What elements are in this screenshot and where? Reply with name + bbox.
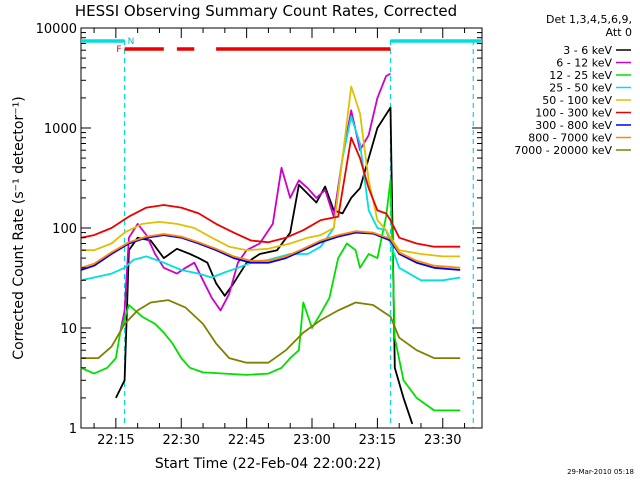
x-tick-label: 23:15 [359,433,396,448]
flare-flag-label: F [116,45,121,55]
night-flag-label: N [128,37,135,47]
x-axis: 22:15 22:30 22:45 23:00 23:15 23:30 [93,28,466,448]
y-tick-label: 100 [52,222,77,237]
y-tick-label: 10000 [36,22,77,37]
legend-label: 12 - 25 keV [549,69,612,82]
legend-label: 300 - 800 keV [535,119,612,132]
y-tick-label: 1 [69,422,77,437]
legend-label: 100 - 300 keV [535,107,612,120]
series-line-100-300-keV [80,136,461,248]
series-line-12-25-keV [80,179,461,412]
x-tick-label: 22:30 [163,433,200,448]
series-line-7000-20000-keV [81,299,461,364]
legend-label: 25 - 50 keV [549,82,612,95]
y-tick-label: 10 [60,322,77,337]
flag-bars: FN [81,37,482,428]
series-line-800-7000-keV [80,230,461,269]
timestamp: 29-Mar-2010 05:18 [567,468,634,476]
legend-label: 50 - 100 keV [542,94,612,107]
series-line-50-100-keV [81,85,461,258]
y-axis: 1 10 100 1000 10000 [36,22,482,437]
y-axis-label: Corrected Count Rate (s⁻¹ detector⁻¹) [11,96,27,359]
x-tick-label: 22:15 [97,433,134,448]
series-line-3-6-keV [115,106,414,425]
x-tick-label: 22:45 [228,433,265,448]
legend-label: 800 - 7000 keV [528,132,612,145]
legend-label: 3 - 6 keV [563,44,612,57]
legend-header-line-2: Att 0 [606,26,632,39]
x-tick-label: 23:00 [293,433,330,448]
chart-title: HESSI Observing Summary Count Rates, Cor… [75,2,457,20]
series-lines [80,72,461,425]
legend-label: 7000 - 20000 keV [514,144,612,157]
y-tick-label: 1000 [44,122,77,137]
legend-label: 6 - 12 keV [556,57,612,70]
x-axis-label: Start Time (22-Feb-04 22:00:22) [155,456,381,472]
x-tick-label: 23:30 [424,433,461,448]
legend-header-line-1: Det 1,3,4,5,6,9, [546,13,632,26]
series-line-6-12-keV [119,72,391,333]
